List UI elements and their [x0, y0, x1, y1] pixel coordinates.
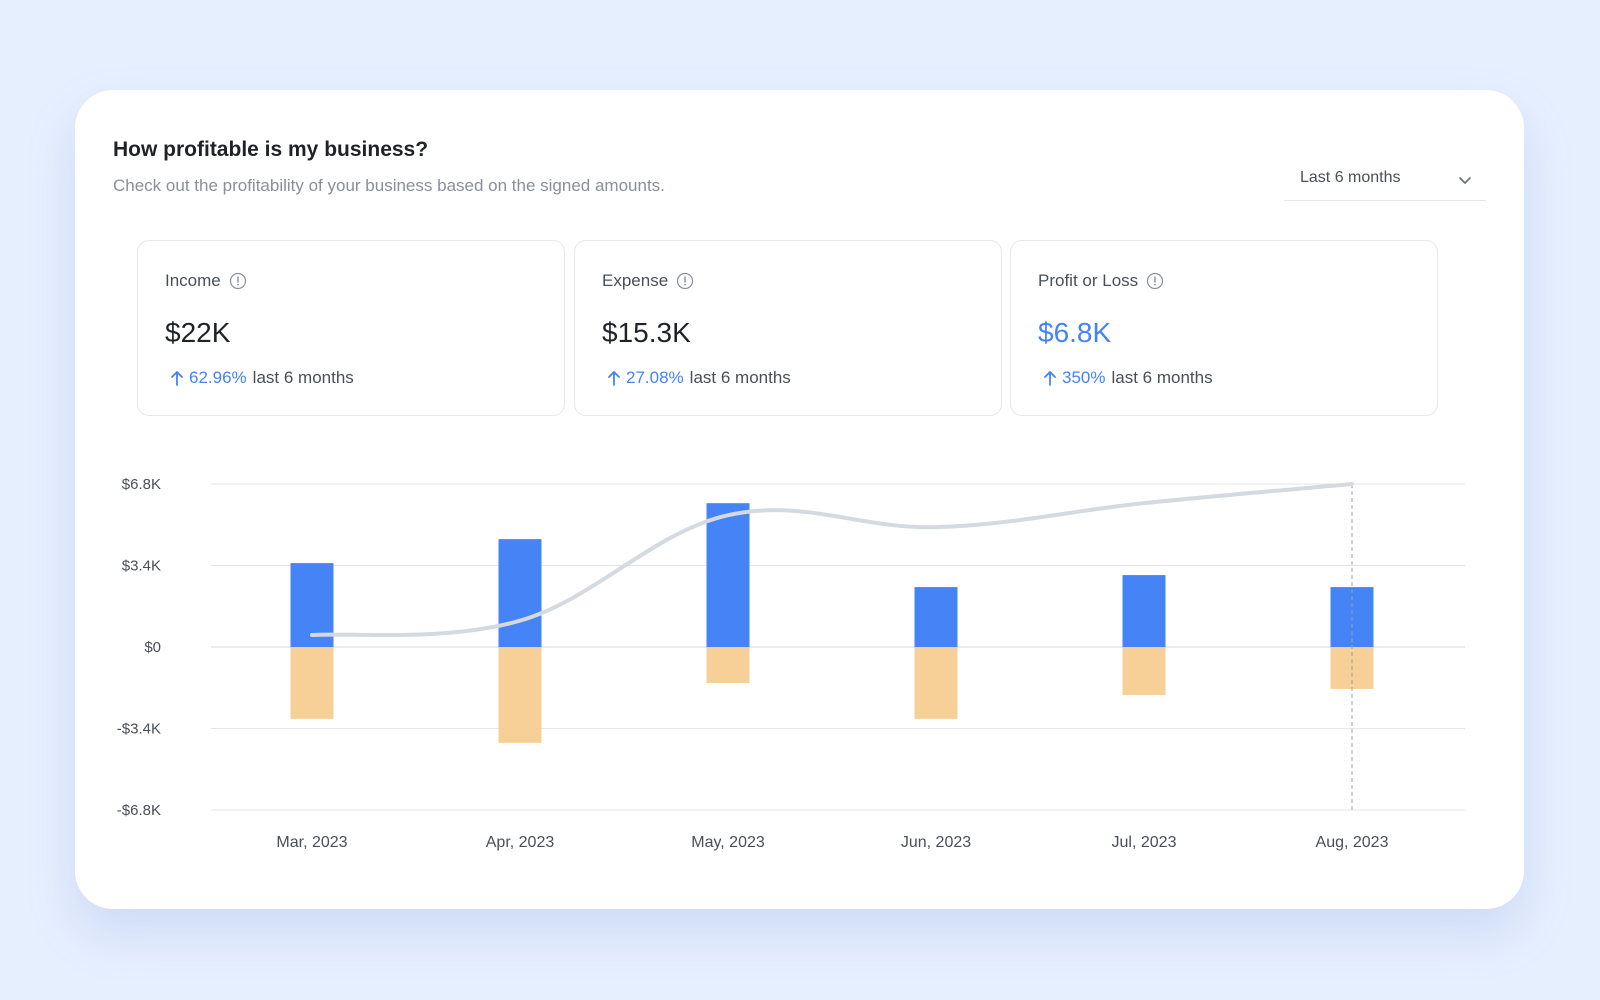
expense-stat-card: Expense $15.3K 27.08% last 6 months	[574, 240, 1002, 416]
income-bar	[914, 587, 958, 647]
income-label: Income	[165, 271, 221, 290]
profit-loss-stat-card: Profit or Loss $6.8K 350% last 6 months	[1010, 240, 1438, 416]
period-dropdown[interactable]: Last 6 months	[1284, 160, 1486, 201]
y-tick-label: $6.8K	[122, 476, 161, 493]
chevron-down-icon	[1458, 173, 1472, 192]
x-tick-label: Jun, 2023	[901, 834, 971, 851]
income-bar	[498, 539, 542, 647]
arrow-up-icon	[169, 369, 185, 387]
card-title: How profitable is my business?	[113, 138, 429, 161]
expense-period: last 6 months	[689, 368, 791, 387]
expense-bar	[1122, 647, 1166, 695]
y-tick-label: $3.4K	[122, 558, 161, 575]
x-tick-label: Jul, 2023	[1112, 834, 1177, 851]
x-tick-label: Aug, 2023	[1316, 834, 1389, 851]
expense-bar	[498, 647, 542, 743]
income-bar	[1122, 575, 1166, 647]
expense-bar	[706, 647, 750, 683]
x-tick-label: Apr, 2023	[486, 834, 555, 851]
profit-loss-value: $6.8K	[1038, 317, 1112, 348]
income-bar	[706, 503, 750, 647]
income-value: $22K	[165, 317, 231, 348]
expense-value: $15.3K	[602, 317, 691, 348]
info-icon[interactable]	[676, 272, 694, 290]
info-icon[interactable]	[1146, 272, 1164, 290]
income-change: 62.96%	[189, 368, 247, 387]
income-period: last 6 months	[252, 368, 354, 387]
income-stat-card: Income $22K 62.96% last 6 months	[137, 240, 565, 416]
profit-chart: $6.8K $3.4K $0 -$3.4K -$6.8K Mar, 2023 Apr, 20…	[117, 476, 1465, 851]
card-subtitle: Check out the profitability of your busi…	[113, 176, 665, 195]
period-dropdown-value: Last 6 months	[1300, 169, 1401, 186]
profitability-card: How profitable is my business? Check out…	[75, 90, 1524, 909]
profit-loss-label: Profit or Loss	[1038, 271, 1139, 290]
y-tick-label: -$3.4K	[117, 721, 161, 738]
expense-label: Expense	[602, 271, 669, 290]
expense-bar	[914, 647, 958, 719]
y-tick-label: $0	[144, 639, 161, 656]
profit-loss-period: last 6 months	[1111, 368, 1213, 387]
y-tick-label: -$6.8K	[117, 802, 161, 819]
x-tick-label: Mar, 2023	[276, 834, 347, 851]
expense-change: 27.08%	[626, 368, 684, 387]
info-icon[interactable]	[229, 272, 247, 290]
arrow-up-icon	[606, 369, 622, 387]
arrow-up-icon	[1042, 369, 1058, 387]
x-tick-label: May, 2023	[691, 834, 765, 851]
expense-bar	[290, 647, 334, 719]
profit-loss-change: 350%	[1062, 368, 1106, 387]
profit-line	[310, 482, 1354, 638]
